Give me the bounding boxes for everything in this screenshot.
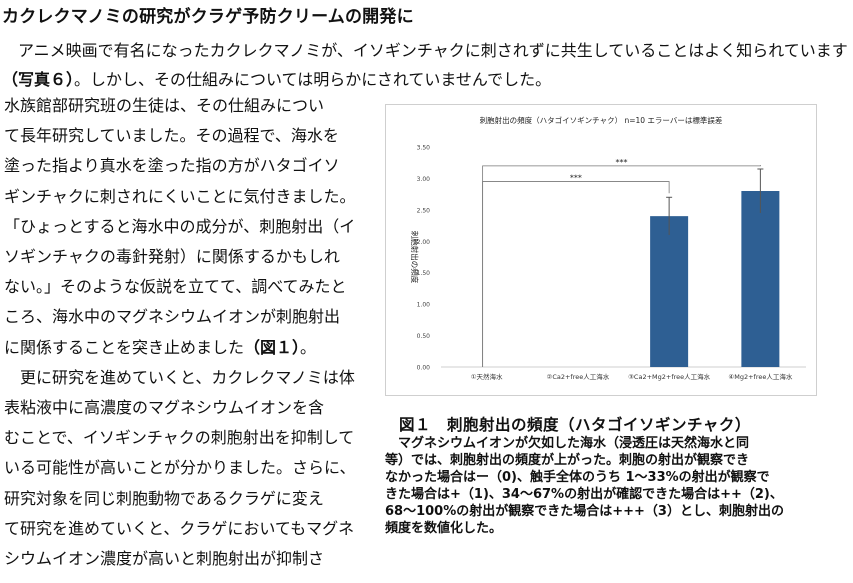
caption-line: きた場合は+（1)、34～67%の射出が確認できた場合は++（2)、 <box>385 487 783 502</box>
x-tick-label: ②Ca2+free人工海水 <box>547 372 610 381</box>
body-line: 表粘液中に高濃度のマグネシウムイオンを含 <box>4 398 325 418</box>
significance-label: *** <box>616 158 628 167</box>
body-line: 「ひょっとすると海水中の成分が、刺胞射出（イ <box>4 216 356 236</box>
significance-label: *** <box>570 174 582 183</box>
x-tick-label: ③Ca2+Mg2+free人工海水 <box>628 372 711 381</box>
figure-caption: マグネシウムイオンが欠如した海水（浸透圧は天然海水と同 等）では、刺胞射出の頻度… <box>385 435 840 537</box>
bar <box>741 191 780 367</box>
caption-line: なかった場合はー（0)、触手全体のうち 1～33%の射出が観察で <box>385 470 770 485</box>
body-paragraph: 水族館部研究班の生徒は、その仕組みについ て長年研究していました。その過程で、海… <box>4 91 356 574</box>
bar-chart-figure: 刺胞射出の頻度（ハタゴイソギンチャク） n=10 エラーバーは標準誤差 0.00 0… <box>385 104 817 396</box>
y-axis-label: 刺胞射出の頻度 <box>410 231 420 284</box>
caption-line: 等）では、刺胞射出の頻度が上がった。刺胞の射出が観察でき <box>385 453 750 468</box>
caption-line: 68～100%の射出が観察できた場合は+++（3）とし、刺胞射出の <box>385 504 784 519</box>
body-line: 研究対象を同じ刺胞動物であるクラゲに変え <box>4 488 324 508</box>
photo-reference: （写真６） <box>2 70 75 89</box>
body-line: ない。」そのような仮説を立てて、調べてみたと <box>4 277 347 297</box>
body-line: 水族館部研究班の生徒は、その仕組みについ <box>4 96 325 115</box>
x-tick-label: ①天然海水 <box>471 372 503 381</box>
chart-title: 刺胞射出の頻度（ハタゴイソギンチャク） n=10 エラーバーは標準誤差 <box>480 115 723 125</box>
body-line: て長年研究していました。その過程で、海水を <box>4 126 339 146</box>
figure-reference: （図１） <box>244 337 301 357</box>
body-line: シウムイオン濃度が高いと刺胞射出が抑制さ <box>4 549 325 569</box>
y-tick-label: 0.50 <box>417 333 431 340</box>
intro-line-2: （写真６）。しかし、その仕組みについては明らかにされていませんでした。 <box>2 65 851 94</box>
y-tick-label: 3.50 <box>417 145 431 152</box>
bar-chart: 刺胞射出の頻度（ハタゴイソギンチャク） n=10 エラーバーは標準誤差 0.00 0… <box>410 115 806 381</box>
y-tick-label: 0.00 <box>417 365 431 372</box>
body-line-text: に関係することを突き止めました <box>4 337 245 357</box>
bar <box>650 216 689 367</box>
intro-line-2-text: 。しかし、その仕組みについては明らかにされていませんでした。 <box>74 70 552 89</box>
x-tick-label: ④Mg2+free人工海水 <box>728 372 792 381</box>
body-line: に関係することを突き止めました（図１）。 <box>4 333 354 363</box>
body-line: いる可能性が高いことが分かりました。さらに、 <box>4 458 356 478</box>
y-tick-label: 2.50 <box>417 207 431 214</box>
y-tick-label: 1.50 <box>417 270 431 277</box>
significance-bracket <box>482 165 761 367</box>
body-line: 更に研究を進めていくと、カクレクマノミは体 <box>4 367 355 387</box>
body-line: ソギンチャクの毒針発射）に関係するかもしれ <box>4 247 340 267</box>
y-tick-label: 3.00 <box>417 176 431 183</box>
body-line: ころ、海水中のマグネシウムイオンが刺胞射出 <box>4 307 341 327</box>
article-title: カクレクマノミの研究がクラゲ予防クリームの開発に <box>2 7 414 27</box>
caption-line: 頻度を数値化した。 <box>385 521 503 536</box>
y-tick-label: 2.00 <box>417 239 431 246</box>
y-tick-label: 1.00 <box>417 302 431 309</box>
body-line: 塗った指より真水を塗った指の方がハタゴイソ <box>4 156 340 176</box>
intro-paragraph: アニメ映画で有名になったカクレクマノミが、イソギンチャクに刺されずに共生している… <box>2 36 851 94</box>
body-line-end: 。 <box>300 337 317 357</box>
body-line: むことで、イソギンチャクの刺胞射出を抑制して <box>4 428 355 448</box>
body-line: て研究を進めていくと、クラゲにおいてもマグネ <box>4 518 355 538</box>
body-line: ギンチャクに刺されにくいことに気付きました。 <box>4 186 356 206</box>
figure-caption-title: 図１ 刺胞射出の頻度（ハタゴイソギンチャク） <box>399 416 751 434</box>
intro-line-1: アニメ映画で有名になったカクレクマノミが、イソギンチャクに刺されずに共生している… <box>2 41 848 60</box>
significance-bracket <box>482 181 670 367</box>
caption-line: マグネシウムイオンが欠如した海水（浸透圧は天然海水と同 <box>385 436 750 451</box>
